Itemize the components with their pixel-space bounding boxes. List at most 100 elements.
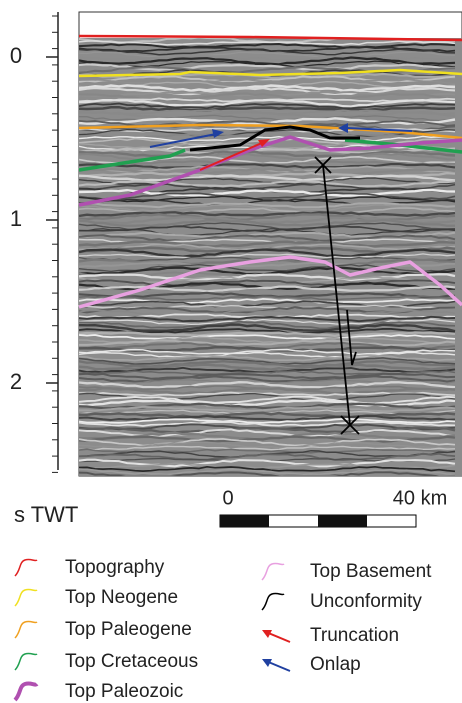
reflector [79, 78, 456, 86]
reflector [79, 414, 456, 422]
reflector [79, 195, 456, 203]
onlap-arrow-head [212, 129, 224, 138]
reflector [120, 474, 456, 476]
fault-slip-arrow [346, 309, 357, 366]
truncation-arrow [199, 141, 265, 171]
reflector [79, 65, 456, 74]
reflector [79, 167, 456, 177]
reflector [79, 471, 455, 476]
reflector [79, 435, 456, 443]
fault-marker [314, 156, 332, 174]
reflector [79, 211, 456, 218]
reflector [79, 458, 456, 468]
reflector [79, 150, 456, 158]
tick-label: 1 [10, 206, 22, 231]
scale-start: 0 [222, 487, 233, 509]
reflector [79, 465, 456, 473]
reflector [79, 363, 456, 371]
reflector [79, 318, 456, 326]
reflector [79, 285, 456, 293]
reflector [79, 55, 456, 61]
scale-bar-segment [318, 515, 367, 527]
reflector [79, 411, 456, 419]
truncation-arrow-head [258, 139, 270, 147]
arrows [149, 123, 413, 171]
legend-symbol [261, 562, 285, 581]
legend-label: Topography [65, 557, 165, 578]
reflector [79, 105, 456, 112]
reflector [79, 395, 456, 405]
reflector [79, 192, 456, 200]
y-ticks: 0 1 2 [10, 15, 58, 473]
reflector [79, 288, 456, 296]
reflector [79, 426, 456, 434]
legend-arrow-head [262, 630, 272, 638]
reflector [79, 218, 456, 228]
legend-symbol [14, 558, 38, 577]
reflector [79, 204, 456, 212]
reflector [79, 441, 456, 449]
fault-marker [340, 415, 360, 435]
onlap-arrow [149, 133, 217, 148]
reflector [79, 405, 456, 413]
reflector [79, 386, 456, 395]
tick-label: 0 [10, 43, 22, 68]
reflector [79, 174, 456, 182]
reflector [79, 234, 456, 242]
reflector [79, 375, 456, 383]
reflector [79, 372, 456, 380]
reflector [79, 295, 456, 301]
reflector [79, 102, 456, 110]
reflector [79, 75, 456, 83]
reflector [79, 309, 456, 317]
reflector [79, 43, 456, 49]
reflector [79, 240, 456, 248]
topography-horizon [78, 34, 462, 42]
seismic-texture [79, 38, 456, 476]
reflector [79, 418, 456, 424]
legend-symbol [261, 592, 285, 611]
reflector [79, 334, 456, 340]
reflector [79, 279, 456, 287]
onlap-arrow-head [338, 123, 348, 133]
reflector [79, 135, 456, 143]
reflector [79, 331, 456, 338]
reflector [79, 180, 456, 188]
legend: Topography Top Neogene Top Paleogene Top Cr… [13, 557, 432, 702]
scale-end: 40 km [393, 487, 447, 509]
reflector [79, 253, 456, 259]
neogene-horizon [78, 68, 462, 78]
reflector [79, 438, 456, 447]
reflector [79, 351, 456, 358]
reflector [79, 87, 456, 96]
legend-label: Onlap [310, 654, 361, 675]
onlap-arrow [345, 127, 413, 132]
legend-label: Top Paleozoic [65, 681, 183, 702]
reflector [79, 98, 456, 108]
reflector [79, 202, 456, 209]
reflector [79, 468, 456, 476]
legend-symbol [14, 620, 38, 639]
reflector [79, 84, 456, 92]
reflector [79, 381, 456, 389]
tick-label: 2 [10, 369, 22, 394]
fault [314, 156, 360, 435]
paleogene-horizon [78, 123, 462, 140]
legend-label: Truncation [310, 625, 399, 646]
reflector [79, 177, 456, 185]
reflector [79, 248, 456, 258]
reflector [79, 323, 456, 333]
reflector [79, 110, 456, 120]
paleozoic-horizon [78, 135, 462, 207]
reflector [79, 452, 456, 461]
reflector [79, 357, 456, 365]
reflector [79, 225, 456, 233]
reflector [79, 315, 456, 323]
reflector [79, 445, 456, 451]
reflector [79, 354, 456, 362]
reflector [79, 63, 456, 71]
reflector [79, 339, 456, 347]
legend-label: Top Cretaceous [65, 651, 198, 672]
